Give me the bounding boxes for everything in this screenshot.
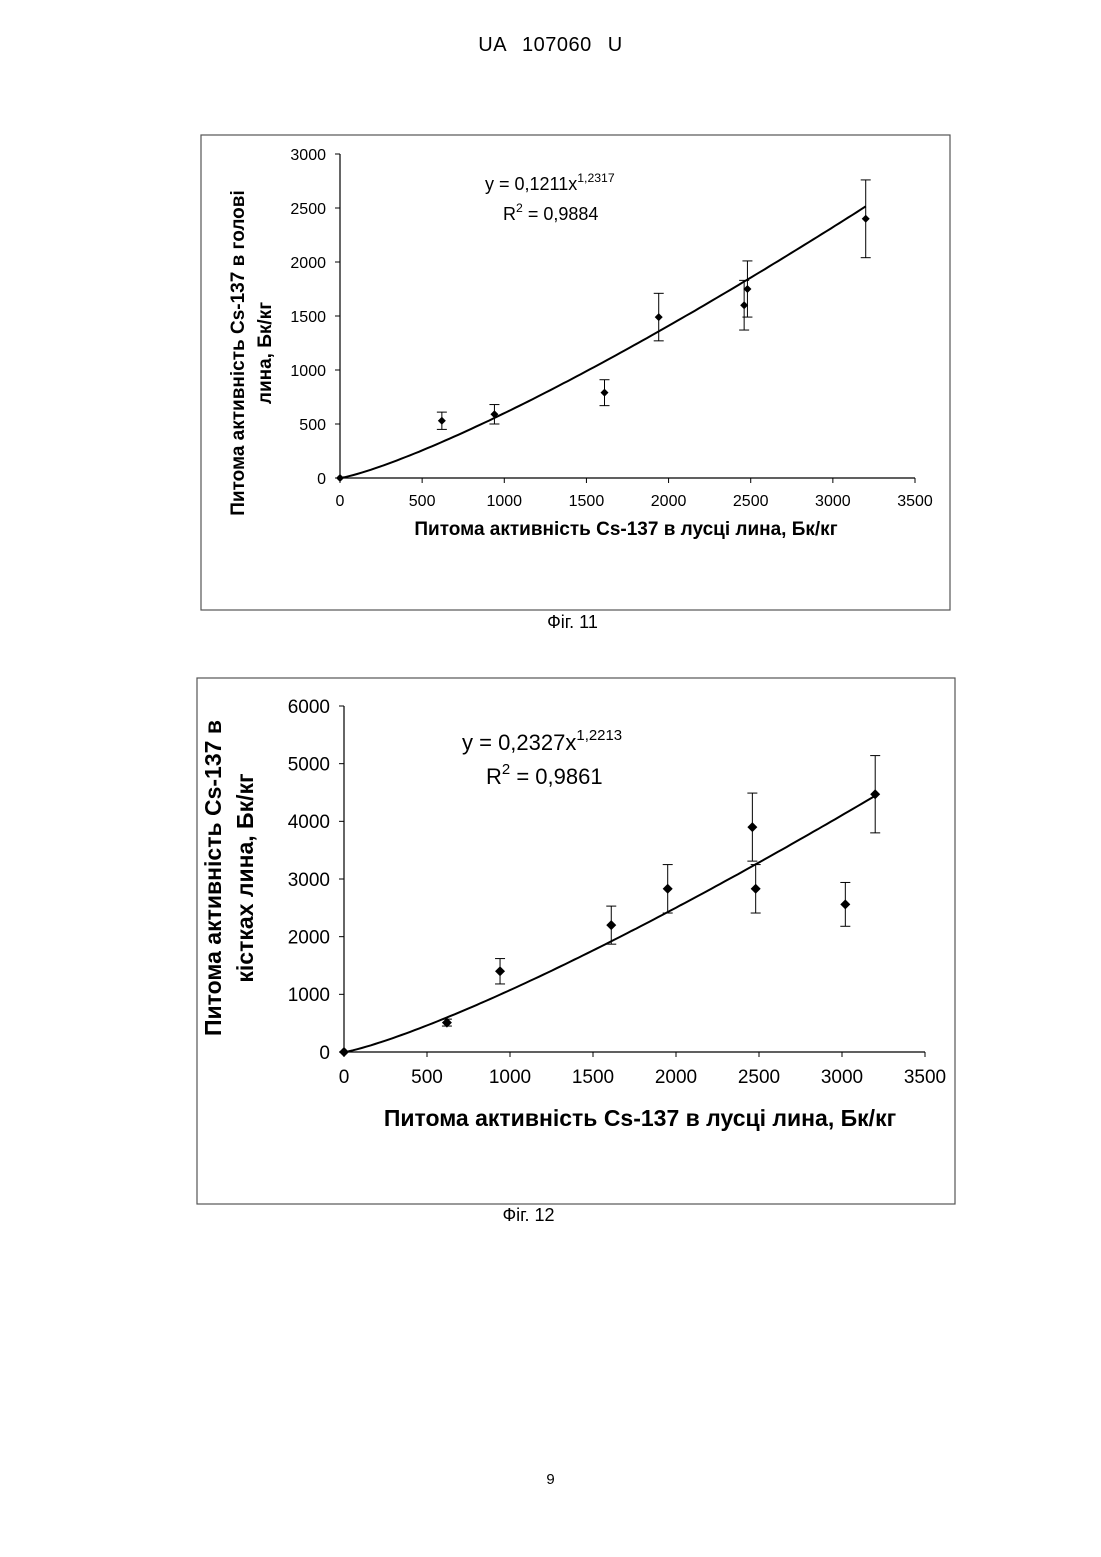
y-tick-label: 5000 [288, 755, 330, 776]
r-squared-power: 2 [502, 761, 510, 778]
figure-12-chart: 0 500 1000 1500 2000 2500 3000 3500 0 1000 2000 300… [0, 0, 1101, 1557]
page-number: 9 [0, 1471, 1101, 1488]
x-tick-label: 2000 [655, 1067, 697, 1088]
x-tick-label: 1500 [572, 1067, 614, 1088]
equation-exponent: 1,2213 [576, 727, 622, 744]
y-tick-label: 3000 [288, 870, 330, 891]
figure-12-caption: Фіг. 12 [0, 1205, 1079, 1226]
r-squared-value: = 0,9861 [510, 764, 602, 789]
y-tick-label: 1000 [288, 985, 330, 1006]
x-tick-label: 0 [339, 1067, 350, 1088]
data-point-marker [840, 899, 850, 909]
data-point-marker [606, 920, 616, 930]
x-tick-label: 3000 [821, 1067, 863, 1088]
data-point-marker [495, 966, 505, 976]
x-tick-label: 1000 [489, 1067, 531, 1088]
r-squared-base: R [486, 764, 502, 789]
equation-base: y = 0,2327x [462, 730, 576, 755]
y-axis-label: кістках лина, Бк/кг [232, 773, 258, 982]
figure-11-caption: Фіг. 11 [22, 612, 1101, 633]
x-axis-label: Питома активність Cs-137 в лусці лина, Б… [384, 1105, 896, 1131]
x-tick-label: 500 [411, 1067, 443, 1088]
x-tick-label: 3500 [904, 1067, 946, 1088]
data-point-marker [747, 822, 757, 832]
data-point-marker [751, 884, 761, 894]
y-axis-label: Питома активність Cs-137 в [200, 720, 226, 1036]
y-tick-label: 4000 [288, 812, 330, 833]
y-tick-label: 6000 [288, 697, 330, 718]
data-point-marker [339, 1047, 349, 1057]
data-point-marker [663, 884, 673, 894]
y-tick-label: 2000 [288, 928, 330, 949]
r-squared: R2 = 0,9861 [486, 761, 603, 789]
trend-equation: y = 0,2327x1,2213 [462, 727, 622, 755]
y-tick-label: 0 [319, 1043, 330, 1064]
x-tick-label: 2500 [738, 1067, 780, 1088]
